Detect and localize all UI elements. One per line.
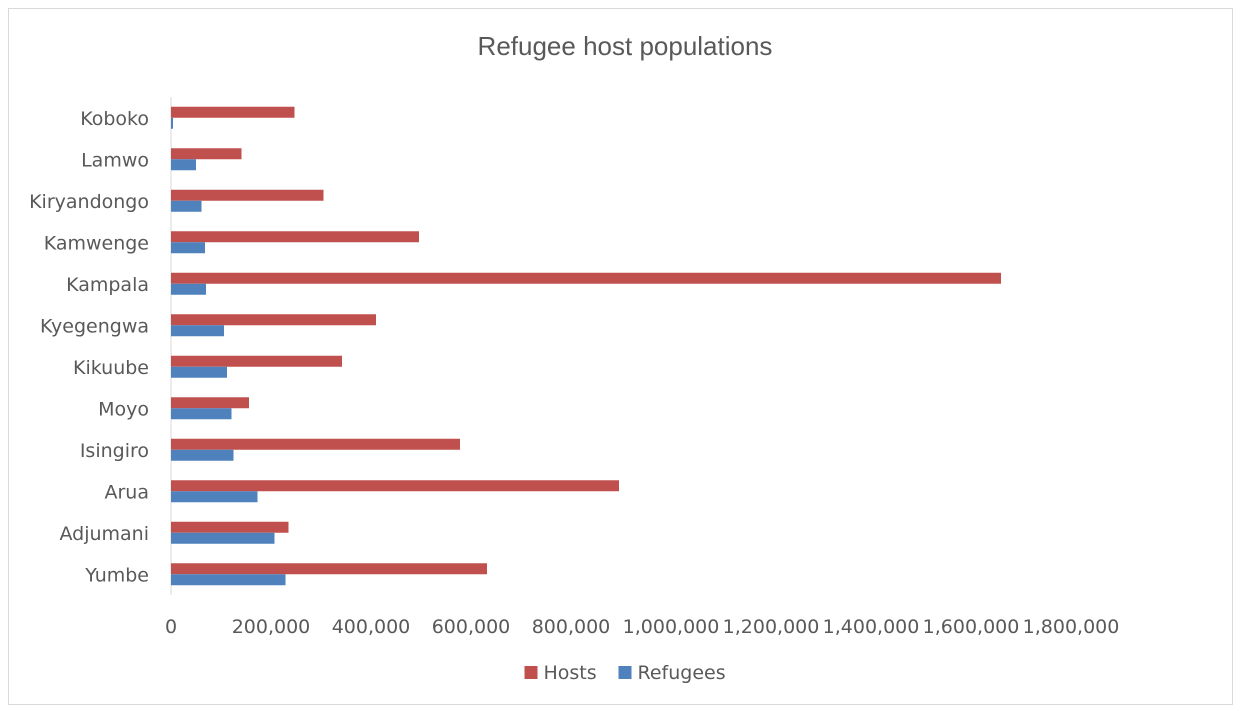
x-tick-label: 0 xyxy=(165,616,177,638)
category-label-kamwenge: Kamwenge xyxy=(44,232,149,254)
bar-refugees-yumbe xyxy=(171,574,286,586)
category-label-kikuube: Kikuube xyxy=(73,357,149,379)
bar-refugees-koboko xyxy=(171,117,173,129)
category-label-adjumani: Adjumani xyxy=(59,523,149,545)
bar-hosts-lamwo xyxy=(171,148,242,160)
bar-hosts-kikuube xyxy=(171,355,342,367)
category-label-arua: Arua xyxy=(105,481,150,503)
bar-refugees-moyo xyxy=(171,408,232,420)
bar-refugees-kiryandongo xyxy=(171,200,202,212)
x-tick-label: 1,400,000 xyxy=(823,616,920,638)
x-tick-labels: 0 200,000 400,000 600,000 800,000 1,000,000 1,… xyxy=(165,616,1119,638)
bar-hosts-adjumani xyxy=(171,521,289,533)
legend-label-refugees: Refugees xyxy=(638,662,726,684)
bar-hosts-arua xyxy=(171,480,619,492)
bar-refugees-lamwo xyxy=(171,159,196,171)
x-tick-label: 800,000 xyxy=(532,616,611,638)
category-label-moyo: Moyo xyxy=(98,398,149,420)
bar-refugees-adjumani xyxy=(171,532,275,544)
bar-hosts-kamwenge xyxy=(171,231,419,243)
legend-swatch-hosts xyxy=(524,666,538,679)
category-label-kiryandongo: Kiryandongo xyxy=(29,191,149,213)
x-tick-label: 1,000,000 xyxy=(623,616,720,638)
bar-refugees-kampala xyxy=(171,283,206,295)
chart-frame: Refugee host populations Koboko Lamwo Kiry… xyxy=(8,8,1233,705)
x-tick-label: 200,000 xyxy=(232,616,311,638)
category-label-lamwo: Lamwo xyxy=(81,149,149,171)
category-labels: Koboko Lamwo Kiryandongo Kamwenge Kampala Kye… xyxy=(29,108,149,587)
x-tick-label: 1,600,000 xyxy=(923,616,1020,638)
x-tick-label: 1,800,000 xyxy=(1023,616,1120,638)
bar-refugees-kamwenge xyxy=(171,242,205,254)
category-label-koboko: Koboko xyxy=(80,108,149,130)
bar-refugees-kyegengwa xyxy=(171,325,224,337)
category-label-yumbe: Yumbe xyxy=(84,564,149,586)
bar-hosts-koboko xyxy=(171,106,295,118)
category-label-isingiro: Isingiro xyxy=(80,440,149,462)
category-label-kyegengwa: Kyegengwa xyxy=(40,315,149,337)
bar-chart: Refugee host populations Koboko Lamwo Kiry… xyxy=(29,31,1119,684)
bar-refugees-arua xyxy=(171,491,258,503)
bar-hosts-yumbe xyxy=(171,563,487,575)
bar-refugees-isingiro xyxy=(171,449,234,461)
legend-label-hosts: Hosts xyxy=(544,662,597,684)
x-tick-label: 400,000 xyxy=(332,616,411,638)
x-tick-label: 600,000 xyxy=(432,616,511,638)
bar-hosts-isingiro xyxy=(171,438,460,450)
legend-swatch-refugees xyxy=(618,666,632,679)
bar-refugees-kikuube xyxy=(171,366,227,378)
bar-hosts-kiryandongo xyxy=(171,189,324,201)
legend: Hosts Refugees xyxy=(524,662,726,684)
bar-hosts-kyegengwa xyxy=(171,314,376,326)
x-tick-label: 1,200,000 xyxy=(723,616,820,638)
bars-group xyxy=(171,106,1001,586)
bar-hosts-kampala xyxy=(171,272,1001,284)
chart-title: Refugee host populations xyxy=(478,31,773,61)
category-label-kampala: Kampala xyxy=(66,274,149,296)
bar-hosts-moyo xyxy=(171,397,249,409)
